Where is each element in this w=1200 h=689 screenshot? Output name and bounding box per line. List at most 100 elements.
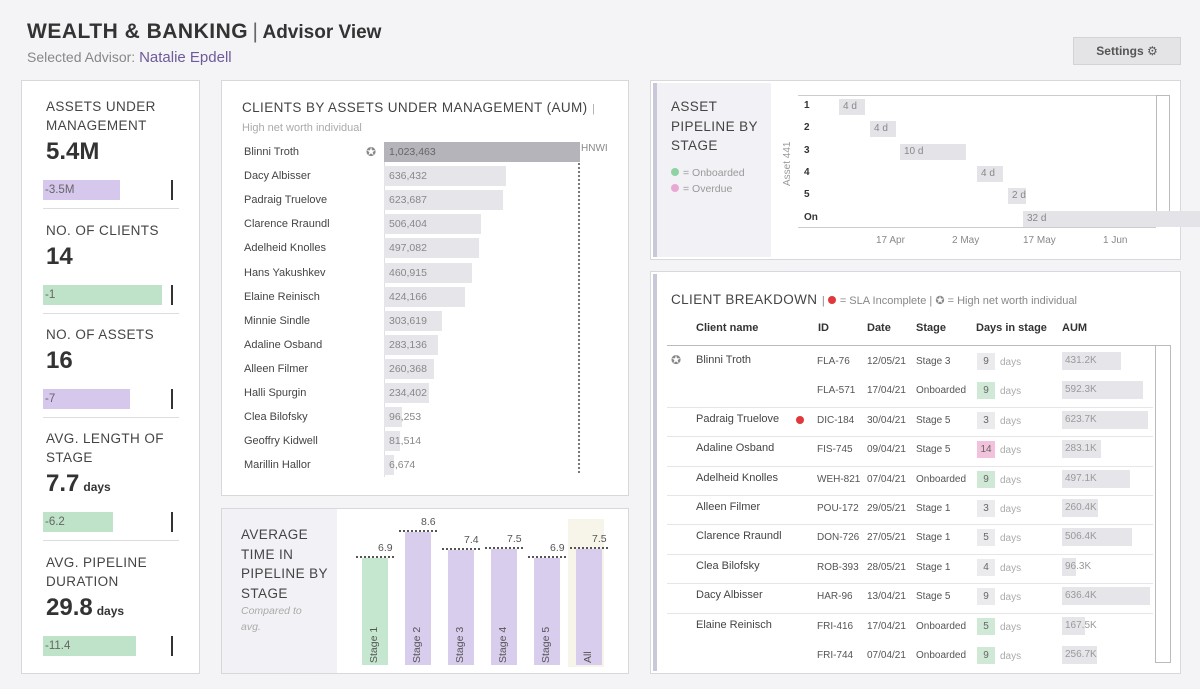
pipeline-stage-bar[interactable] xyxy=(491,549,517,665)
settings-button[interactable]: Settings ⚙ xyxy=(1073,37,1181,65)
table-row[interactable]: FLA-571 17/04/21 Onboarded 9 days 592.3K xyxy=(667,381,1153,405)
column-header[interactable]: ID xyxy=(818,322,829,334)
kpi-value: 16 xyxy=(46,347,73,375)
aum-row[interactable]: Dacy Albisser 636,432 xyxy=(222,166,622,187)
pipeline-stage-bar[interactable] xyxy=(448,550,474,665)
days-in-stage: 5 xyxy=(977,529,995,547)
aum-bar[interactable]: 303,619 xyxy=(384,310,442,331)
column-header[interactable]: Days in stage xyxy=(976,322,1047,334)
gantt-bar[interactable]: 32 d xyxy=(1023,210,1200,227)
aum-row[interactable]: Geoffry Kidwell 81,514 xyxy=(222,431,622,452)
aum-bar[interactable]: 96,253 xyxy=(384,407,421,428)
kpi-label: AVG. LENGTH OF STAGE xyxy=(46,431,164,465)
days-unit: days xyxy=(1000,651,1022,662)
aum-bar[interactable]: 283,136 xyxy=(384,334,438,355)
asset-id: POU-172 xyxy=(817,503,859,514)
pipeline-stage-bar[interactable] xyxy=(576,549,602,665)
days-unit: days xyxy=(1000,504,1022,515)
pipeline-stage-bar[interactable] xyxy=(362,558,388,665)
kpi-target-tick xyxy=(171,512,173,532)
gantt-stage-label: 3 xyxy=(804,144,810,156)
aum-row[interactable]: Hans Yakushkev 460,915 xyxy=(222,262,622,283)
column-header[interactable]: Client name xyxy=(696,322,759,334)
column-header[interactable]: Stage xyxy=(916,322,946,334)
pipeline-stage-label: Stage 3 xyxy=(454,626,466,663)
panel-accent xyxy=(653,274,657,671)
table-row[interactable]: Alleen Filmer POU-172 29/05/21 Stage 1 3 days… xyxy=(667,499,1153,523)
aum-bar[interactable]: 497,082 xyxy=(384,238,479,259)
pipeline-stage-bar[interactable] xyxy=(534,558,560,665)
row-divider xyxy=(667,495,1153,496)
gantt-bar[interactable]: 4 d xyxy=(870,121,896,138)
aum-row[interactable]: Clarence Rraundl 506,404 xyxy=(222,214,622,235)
view-title: Advisor View xyxy=(262,22,382,43)
column-header[interactable]: Date xyxy=(867,322,891,334)
gantt-bar[interactable]: 10 d xyxy=(900,143,966,160)
gantt-scrollbar[interactable] xyxy=(1156,95,1170,227)
table-row[interactable]: Elaine Reinisch FRI-416 17/04/21 Onboarded 5… xyxy=(667,616,1153,641)
client-name: Blinni Troth xyxy=(244,146,300,158)
days-unit: days xyxy=(1000,415,1022,427)
aum-row[interactable]: Clea Bilofsky 96,253 xyxy=(222,407,622,428)
table-row[interactable]: Adaline Osband FIS-745 09/04/21 Stage 5 14 da… xyxy=(667,440,1153,464)
aum-bar[interactable]: 81,514 xyxy=(384,431,421,452)
gantt-bar[interactable]: 2 d xyxy=(1008,188,1026,205)
aum-bar[interactable]: 424,166 xyxy=(384,286,465,307)
asset-id: FRI-416 xyxy=(817,620,854,632)
row-divider xyxy=(667,524,1153,526)
days-in-stage: 5 xyxy=(977,617,995,635)
aum-row[interactable]: Blinni Troth ✪ 1,023,463 xyxy=(222,142,622,162)
aum-bar[interactable]: 234,402 xyxy=(384,383,429,403)
asset-pipeline-header: ASSET PIPELINE BY STAGE = Onboarded = Ov… xyxy=(657,83,771,257)
aum-bar[interactable]: 260,368 xyxy=(384,358,434,379)
table-row[interactable]: Clea Bilofsky ROB-393 28/05/21 Stage 1 4 days… xyxy=(667,557,1153,582)
pipeline-stage-bar[interactable] xyxy=(405,532,431,665)
asset-date: 29/05/21 xyxy=(867,503,906,514)
aum-row[interactable]: Elaine Reinisch 424,166 xyxy=(222,286,622,307)
aum-bar[interactable]: 460,915 xyxy=(384,262,472,283)
aum-row[interactable]: Marillin Hallor 6,674 xyxy=(222,455,622,476)
pipeline-avg-line xyxy=(570,547,608,549)
aum-bar[interactable]: 506,404 xyxy=(384,214,481,235)
asset-stage: Onboarded xyxy=(916,473,967,485)
aum-bar[interactable]: 6,674 xyxy=(384,455,415,476)
aum-row[interactable]: Alleen Filmer 260,368 xyxy=(222,358,622,379)
asset-date: 17/04/21 xyxy=(867,620,906,632)
aum-row[interactable]: Padraig Truelove 623,687 xyxy=(222,190,622,211)
aum-bar[interactable]: 623,687 xyxy=(384,190,503,211)
client-name: Dacy Albisser xyxy=(696,589,763,602)
table-row[interactable]: FRI-744 07/04/21 Onboarded 9 days 256.7K xyxy=(667,646,1153,670)
days-unit: days xyxy=(1000,592,1022,604)
table-row[interactable]: Adelheid Knolles WEH-821 07/04/21 Onboarded… xyxy=(667,469,1153,494)
asset-date: 13/04/21 xyxy=(867,591,906,603)
days-unit: days xyxy=(1000,386,1022,398)
kpi-value-number: 14 xyxy=(46,243,73,270)
asset-id: WEH-821 xyxy=(817,473,861,485)
asset-date: 28/05/21 xyxy=(867,561,906,573)
asset-label: Asset 441 xyxy=(782,141,793,186)
legend-hnwi-label: = High net worth individual xyxy=(947,295,1077,307)
aum-row[interactable]: Adelheid Knolles 497,082 xyxy=(222,238,622,259)
aum-row[interactable]: Halli Spurgin 234,402 xyxy=(222,383,622,403)
gantt-bar[interactable]: 4 d xyxy=(839,99,865,115)
aum-row[interactable]: Minnie Sindle 303,619 xyxy=(222,310,622,331)
kpi-target-tick xyxy=(171,285,173,305)
column-header[interactable]: AUM xyxy=(1062,322,1088,334)
asset-date: 07/04/21 xyxy=(867,650,906,661)
client-name: Adelheid Knolles xyxy=(696,471,778,484)
kpi-value-number: 5.4M xyxy=(46,138,100,165)
gantt-bottom-line xyxy=(798,227,1156,228)
table-row[interactable]: Dacy Albisser HAR-96 13/04/21 Stage 5 9 days 6… xyxy=(667,587,1153,611)
table-row[interactable]: ✪ Blinni Troth FLA-76 12/05/21 Stage 3 9 days 4… xyxy=(667,352,1153,376)
aum-bar[interactable]: 1,023,463 xyxy=(384,142,580,162)
table-scrollbar[interactable] xyxy=(1155,345,1171,663)
aum-bar[interactable]: 636,432 xyxy=(384,166,506,187)
days-in-stage: 9 xyxy=(977,588,995,606)
legend-onboarded-label: = Onboarded xyxy=(683,167,745,179)
aum-row[interactable]: Adaline Osband 283,136 xyxy=(222,334,622,355)
gantt-bar[interactable]: 4 d xyxy=(977,165,1003,182)
advisor-name[interactable]: Natalie Epdell xyxy=(139,49,232,66)
kpi-delta-bar: -7 xyxy=(43,389,130,409)
